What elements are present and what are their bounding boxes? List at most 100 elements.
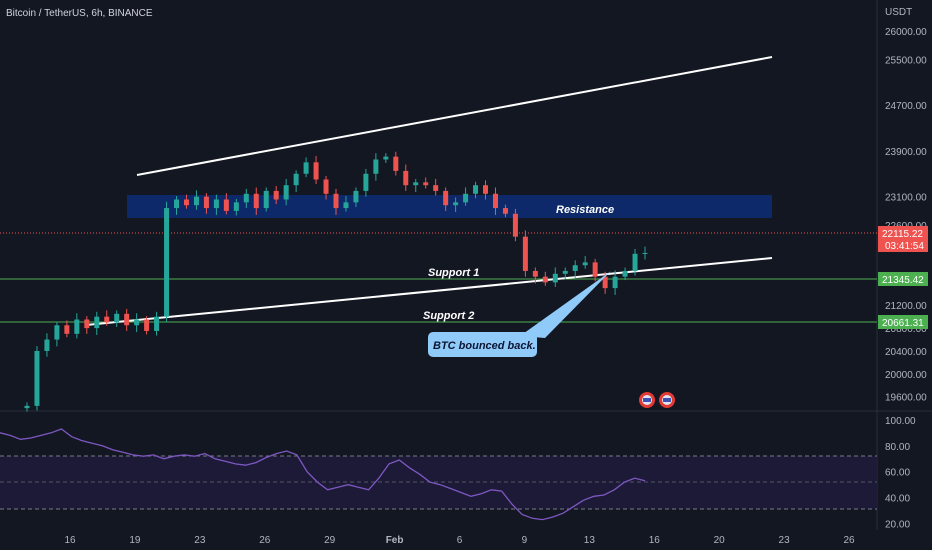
candle-body: [54, 325, 60, 340]
candle-body: [223, 199, 229, 211]
time-tick-label: 23: [779, 535, 791, 546]
candle-body: [164, 208, 170, 317]
support1-price-tag: 21345.42: [878, 272, 928, 286]
price-tick-label: 20000.00: [885, 370, 927, 381]
rsi-axis: 100.00 80.00 60.00 40.00 20.00: [885, 416, 916, 531]
support2-price-tag: 20661.31: [878, 315, 928, 329]
rsi-tick-label: 80.00: [885, 442, 910, 453]
candle-body: [463, 193, 469, 203]
resistance-zone: [127, 195, 772, 218]
time-tick-label: 29: [324, 535, 336, 546]
price-tick-label: 20400.00: [885, 347, 927, 358]
candle-body: [263, 190, 269, 209]
callout-pointer: [520, 271, 611, 338]
time-tick-label: 26: [843, 535, 855, 546]
candle-body: [632, 253, 638, 271]
support1-price-value: 21345.42: [882, 275, 924, 286]
candle-body: [174, 199, 180, 209]
support2-price-value: 20661.31: [882, 318, 924, 329]
candle-body: [84, 319, 90, 329]
price-tick-label: 19600.00: [885, 393, 927, 404]
candle-body: [323, 179, 329, 194]
candle-body: [64, 325, 70, 334]
bounce-callout: BTC bounced back.: [428, 271, 611, 357]
candle-body: [104, 316, 110, 323]
time-tick-label: Feb: [386, 535, 404, 546]
currency-label: USDT: [885, 7, 912, 18]
candle-body: [622, 270, 628, 277]
candle-body: [183, 199, 189, 206]
candle-body: [74, 319, 80, 334]
candle-body: [363, 173, 369, 191]
resistance-label: Resistance: [556, 204, 614, 216]
rsi-tick-label: 40.00: [885, 494, 910, 505]
candle-body: [403, 170, 409, 186]
candle-body: [562, 270, 568, 274]
candle-body: [492, 193, 498, 209]
candle-body: [582, 262, 588, 266]
candle-body: [572, 265, 578, 271]
price-tick-label: 23100.00: [885, 193, 927, 204]
time-tick-label: 20: [714, 535, 726, 546]
support2-label: Support 2: [423, 310, 474, 322]
candle-body: [512, 213, 518, 237]
candle-body: [542, 276, 548, 283]
candles-group: [24, 151, 648, 412]
time-axis[interactable]: 16 19 23 26 29 Feb 6 9 13 16 20 23 26: [64, 535, 855, 546]
candle-body: [602, 276, 608, 289]
candle-body: [193, 196, 199, 206]
candle-body: [283, 185, 289, 200]
price-tick-label: 23900.00: [885, 147, 927, 158]
price-tick-label: 26000.00: [885, 27, 927, 38]
candle-body: [213, 199, 219, 209]
candle-body: [433, 185, 439, 191]
candle-body: [313, 162, 319, 180]
price-tick-label: 20800.00: [885, 324, 927, 335]
candle-body: [423, 182, 429, 186]
last-price-tag: 22115.22 03:41:54: [878, 226, 928, 252]
price-tick-label: 24700.00: [885, 101, 927, 112]
candle-body: [44, 339, 50, 351]
candle-body: [114, 313, 120, 323]
price-tick-label: 25500.00: [885, 55, 927, 66]
candle-body: [502, 208, 508, 214]
candle-body: [522, 236, 528, 271]
time-tick-label: 16: [649, 535, 661, 546]
event-icon-2[interactable]: [659, 392, 675, 408]
rsi-tick-label: 60.00: [885, 468, 910, 479]
candle-body: [343, 202, 349, 209]
event-icon-1[interactable]: [639, 392, 655, 408]
rsi-line: [0, 428, 646, 521]
candle-body: [473, 185, 479, 194]
candle-body: [94, 316, 100, 329]
time-tick-label: 19: [129, 535, 141, 546]
candle-body: [154, 316, 160, 331]
candle-body: [443, 190, 449, 206]
candle-body: [642, 252, 648, 254]
time-tick-label: 6: [457, 535, 463, 546]
rsi-tick-label: 100.00: [885, 416, 916, 427]
candle-body: [253, 193, 259, 209]
candle-body: [383, 156, 389, 160]
time-tick-label: 13: [584, 535, 596, 546]
candle-body: [293, 173, 299, 186]
price-tick-label: 21200.00: [885, 301, 927, 312]
candle-body: [483, 185, 489, 194]
candle-body: [353, 190, 359, 203]
candle-body: [532, 270, 538, 277]
time-tick-label: 26: [259, 535, 271, 546]
candle-body: [612, 276, 618, 289]
candle-body: [273, 190, 279, 200]
callout-box: [428, 332, 537, 357]
candle-body: [233, 202, 239, 211]
candle-body: [303, 162, 309, 174]
candle-body: [24, 405, 30, 409]
candle-body: [134, 319, 140, 326]
time-tick-label: 16: [64, 535, 76, 546]
callout-text: BTC bounced back.: [433, 340, 536, 352]
last-price-countdown: 03:41:54: [885, 241, 924, 252]
symbol-title: Bitcoin / TetherUS, 6h, BINANCE: [6, 8, 153, 19]
candle-body: [373, 159, 379, 174]
candle-body: [203, 196, 209, 209]
